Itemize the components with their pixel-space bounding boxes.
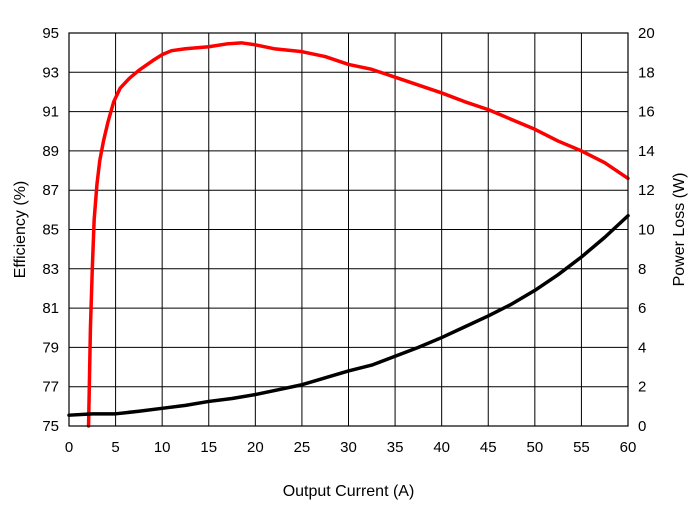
tick-labels: 0 5 10 15 20 25 30 35 40 45 50 55 607577798183858789…	[42, 25, 654, 456]
x-tick-label: 5	[111, 439, 119, 456]
power-loss-line	[67, 214, 630, 417]
x-tick-label: 40	[433, 439, 450, 456]
y-axis-title-right: Power Loss (W)	[671, 173, 688, 287]
grid-lines	[69, 33, 628, 426]
y-tick-label-left: 77	[42, 379, 59, 396]
y-tick-label-right: 12	[638, 182, 655, 199]
y-axis-title-left: Efficiency (%)	[12, 181, 29, 279]
x-tick-label: 35	[387, 439, 404, 456]
y-tick-label-left: 95	[42, 25, 59, 42]
y-tick-label-left: 91	[42, 104, 59, 121]
x-tick-label: 50	[526, 439, 543, 456]
x-tick-label: 15	[200, 439, 217, 456]
y-tick-label-left: 87	[42, 182, 59, 199]
x-axis-title: Output Current (A)	[283, 483, 415, 500]
y-tick-label-right: 2	[638, 379, 646, 396]
y-tick-label-right: 10	[638, 222, 655, 239]
x-tick-label: 20	[247, 439, 264, 456]
y-tick-label-left: 89	[42, 143, 59, 160]
efficiency-line	[86, 41, 630, 428]
y-tick-label-right: 18	[638, 64, 655, 81]
y-tick-label-left: 75	[42, 418, 59, 435]
y-tick-label-left: 81	[42, 300, 59, 317]
x-tick-label: 45	[480, 439, 497, 456]
y-tick-label-right: 14	[638, 143, 655, 160]
y-tick-label-right: 8	[638, 261, 646, 278]
x-tick-label: 0	[65, 439, 73, 456]
y-tick-label-right: 20	[638, 25, 655, 42]
y-tick-label-right: 16	[638, 104, 655, 121]
x-tick-label: 30	[340, 439, 357, 456]
series-layer	[67, 41, 630, 428]
x-tick-label: 25	[294, 439, 311, 456]
y-tick-label-left: 85	[42, 222, 59, 239]
x-tick-label: 55	[573, 439, 590, 456]
x-tick-label: 60	[620, 439, 637, 456]
y-tick-label-left: 83	[42, 261, 59, 278]
plot-frame	[68, 32, 629, 427]
x-tick-label: 10	[154, 439, 171, 456]
y-tick-label-right: 4	[638, 339, 646, 356]
y-tick-label-right: 6	[638, 300, 646, 317]
y-tick-label-left: 79	[42, 339, 59, 356]
y-tick-label-left: 93	[42, 64, 59, 81]
y-tick-label-right: 0	[638, 418, 646, 435]
